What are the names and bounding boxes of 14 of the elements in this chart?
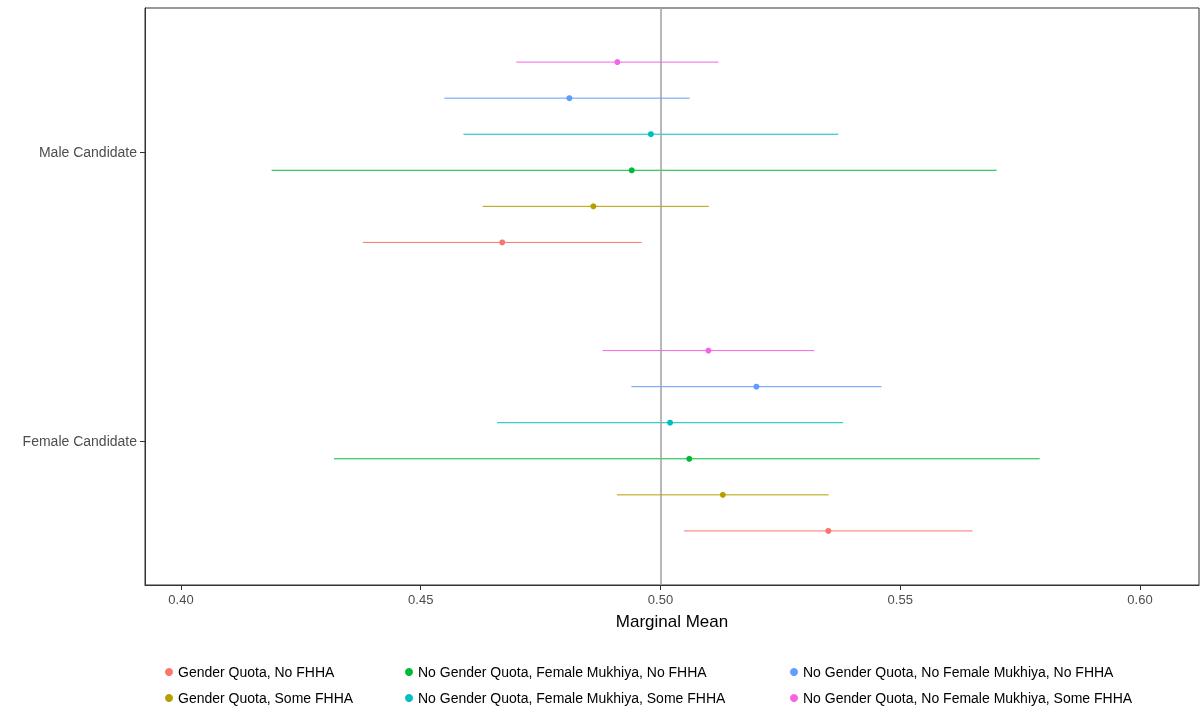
- x-tick-label: 0.55: [887, 592, 913, 607]
- y-tick-label: Female Candidate: [22, 432, 138, 449]
- legend-label: Gender Quota, No FHHA: [178, 664, 336, 680]
- legend-label: No Gender Quota, Female Mukhiya, Some FHHA: [418, 690, 727, 706]
- x-tick-label: 0.50: [647, 592, 674, 607]
- x-axis-title: Marginal Mean: [615, 612, 729, 631]
- x-tick-label: 0.60: [1127, 592, 1153, 607]
- legend-label: No Gender Quota, No Female Mukhiya, No FHHA: [803, 664, 1115, 680]
- y-tick-label: Male Candidate: [38, 144, 138, 161]
- legend-label: No Gender Quota, Female Mukhiya, No FHHA: [418, 664, 708, 680]
- legend-label: Gender Quota, Some FHHA: [178, 690, 354, 706]
- x-tick-label: 0.45: [408, 592, 434, 607]
- legend-label: No Gender Quota, No Female Mukhiya, Some FHHA: [803, 690, 1133, 706]
- x-tick-label: 0.40: [168, 592, 194, 607]
